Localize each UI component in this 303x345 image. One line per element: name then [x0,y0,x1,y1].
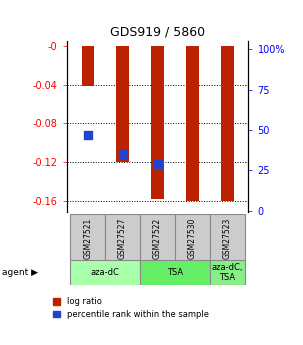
Text: GSM27523: GSM27523 [223,218,232,259]
Title: GDS919 / 5860: GDS919 / 5860 [110,26,205,39]
Text: TSA: TSA [167,268,183,277]
FancyBboxPatch shape [140,260,210,285]
Text: GSM27530: GSM27530 [188,218,197,259]
Text: GSM27521: GSM27521 [83,218,92,259]
Legend: log ratio, percentile rank within the sample: log ratio, percentile rank within the sa… [53,297,209,319]
Point [120,151,125,157]
Bar [221,46,234,200]
Text: aza-dC,
TSA: aza-dC, TSA [212,263,243,282]
Bar [186,46,199,200]
FancyBboxPatch shape [70,260,140,285]
Point [155,161,160,167]
FancyBboxPatch shape [70,214,105,260]
FancyBboxPatch shape [210,214,245,260]
Point [85,132,90,138]
Text: GSM27527: GSM27527 [118,218,127,259]
FancyBboxPatch shape [210,260,245,285]
Bar [152,46,164,199]
FancyBboxPatch shape [140,214,175,260]
FancyBboxPatch shape [175,214,210,260]
Text: GSM27522: GSM27522 [153,218,162,259]
Text: aza-dC: aza-dC [91,268,120,277]
FancyBboxPatch shape [105,214,140,260]
Bar [116,46,129,162]
Bar [82,46,94,86]
Text: agent ▶: agent ▶ [2,268,38,277]
